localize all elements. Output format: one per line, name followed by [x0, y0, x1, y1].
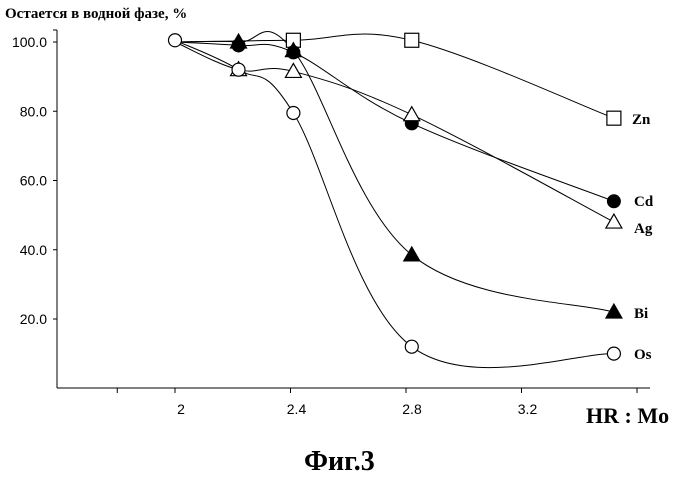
data-point-ag [606, 214, 622, 228]
x-tick-label: 2.8 [402, 401, 422, 417]
series-line-os [175, 40, 614, 367]
series-lines [175, 31, 614, 367]
y-tick-label: 20.0 [20, 311, 47, 327]
x-tick-label: 2.4 [287, 401, 307, 417]
data-point-bi [404, 247, 420, 261]
data-point-os [607, 347, 620, 360]
data-point-zn [405, 33, 419, 47]
y-tick-label: 100.0 [12, 34, 47, 50]
figure-caption: Фиг.3 [304, 446, 375, 477]
y-axis-label: Остается в водной фазе, % [5, 6, 187, 22]
data-point-ag [404, 107, 420, 121]
axes: 20.0 40.0 60.0 80.0 100.0 2 2.4 2.8 3.2 [12, 30, 650, 417]
x-tick-label: 3.2 [518, 401, 538, 417]
x-tick-label: 2 [177, 401, 185, 417]
series-label-cd: Cd [634, 194, 654, 210]
series-label-ag: Ag [634, 221, 653, 237]
series-label-bi: Bi [634, 306, 648, 322]
data-point-os [405, 340, 418, 353]
data-point-zn [607, 111, 621, 125]
series-markers [169, 33, 622, 360]
x-axis-label: HR : Mo [586, 403, 669, 428]
series-label-zn: Zn [632, 112, 651, 128]
y-tick-label: 60.0 [20, 173, 47, 189]
data-point-os [232, 63, 245, 76]
y-tick-label: 40.0 [20, 242, 47, 258]
series-labels: Zn Cd Ag Bi Os [632, 112, 654, 363]
y-tick-label: 80.0 [20, 103, 47, 119]
data-point-os [287, 106, 300, 119]
data-point-cd [607, 195, 620, 208]
series-label-os: Os [634, 347, 652, 363]
data-point-os [169, 34, 182, 47]
